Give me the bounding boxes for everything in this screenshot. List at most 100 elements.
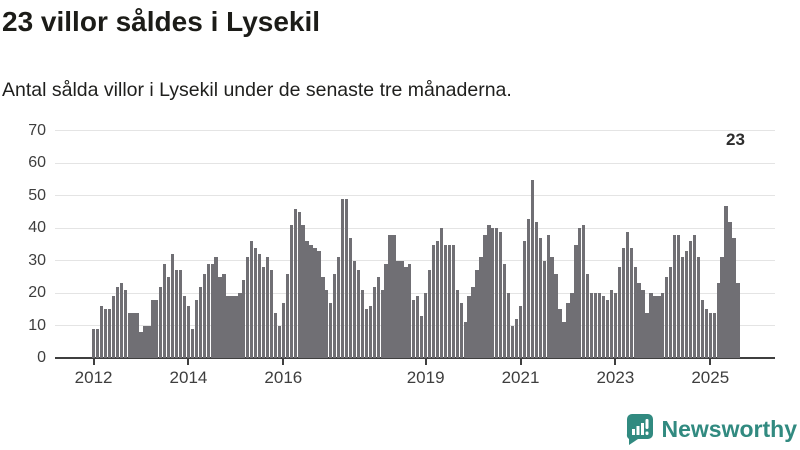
bar <box>586 273 590 358</box>
bar <box>657 296 661 358</box>
bar <box>424 293 428 358</box>
bar <box>337 257 341 358</box>
bar <box>194 299 199 358</box>
bar <box>246 257 250 358</box>
bar <box>570 293 574 358</box>
bar <box>333 273 337 358</box>
bar <box>673 234 677 358</box>
bar <box>700 299 704 358</box>
bar <box>348 238 353 358</box>
bar <box>155 299 159 358</box>
bar <box>704 309 708 358</box>
bar <box>277 325 282 358</box>
bar <box>680 257 685 358</box>
bar <box>562 322 566 358</box>
bar <box>111 296 115 358</box>
y-axis-label: 50 <box>28 186 46 204</box>
bar <box>115 286 119 358</box>
bar <box>297 212 301 358</box>
bar <box>293 208 297 358</box>
bar <box>566 302 570 358</box>
bar <box>692 234 697 358</box>
x-axis-label: 2021 <box>501 368 540 387</box>
bar <box>127 312 131 358</box>
y-axis-label: 30 <box>28 251 46 269</box>
bar <box>269 270 274 358</box>
y-axis-label: 40 <box>28 219 46 237</box>
bar <box>198 286 202 358</box>
y-axis-label: 60 <box>28 154 46 172</box>
bar <box>206 263 210 358</box>
bar <box>736 283 740 358</box>
bar <box>190 328 195 358</box>
bar <box>364 309 368 358</box>
bar <box>265 257 270 358</box>
bar <box>708 312 712 358</box>
bar <box>483 234 487 358</box>
bar <box>530 179 535 358</box>
gridline <box>55 195 775 197</box>
bar-chart: 0 10 20 30 40 50 60 70 2012 2014 2016 2019 2021 2023 2… <box>0 118 800 398</box>
bar <box>321 276 325 358</box>
bar <box>344 199 349 358</box>
chart-title: 23 villor såldes i Lysekil <box>2 6 321 37</box>
bar <box>669 267 673 358</box>
bar <box>242 280 246 358</box>
bar <box>250 241 254 358</box>
bar <box>356 270 361 358</box>
bar <box>609 289 614 358</box>
bar <box>167 276 171 358</box>
bar <box>582 225 586 358</box>
x-axis-tick <box>709 359 712 365</box>
bar <box>676 234 681 358</box>
bar <box>590 293 594 358</box>
newsworthy-logo[interactable]: Newsworthy <box>625 412 797 446</box>
bar <box>617 267 621 358</box>
bar <box>467 296 471 358</box>
bar <box>518 306 523 358</box>
x-axis-tick <box>92 359 95 365</box>
bar <box>514 319 519 358</box>
bar <box>613 293 618 358</box>
bar <box>447 244 452 358</box>
bar <box>107 309 112 358</box>
bar <box>625 231 629 358</box>
bar <box>281 302 285 358</box>
x-axis-label: 2014 <box>169 368 208 387</box>
bar <box>653 296 657 358</box>
bar <box>143 325 147 358</box>
bar <box>380 289 384 358</box>
bar <box>214 257 218 358</box>
bar <box>597 293 602 358</box>
highlight-value-label: 23 <box>726 130 745 149</box>
bar <box>503 263 507 358</box>
bar <box>285 273 289 358</box>
bar <box>645 312 649 358</box>
bar <box>131 312 135 358</box>
bar <box>329 302 333 358</box>
bar <box>230 296 234 358</box>
bar <box>574 244 578 358</box>
gridline <box>55 162 775 164</box>
bar <box>427 270 432 358</box>
x-axis-label: 2012 <box>74 368 113 387</box>
bar <box>352 260 357 358</box>
bar <box>534 221 538 358</box>
bar <box>526 218 531 358</box>
bar <box>459 302 463 358</box>
x-axis-tick <box>187 359 190 365</box>
bar <box>732 238 736 358</box>
bar <box>716 283 720 358</box>
bar <box>605 299 610 358</box>
bar <box>720 257 724 358</box>
x-axis-tick <box>282 359 285 365</box>
bar <box>475 270 479 358</box>
bar <box>661 293 665 358</box>
gridline <box>55 130 775 132</box>
bar <box>186 306 191 358</box>
x-axis-line <box>55 357 775 359</box>
bar <box>317 250 321 358</box>
x-axis-label: 2019 <box>406 368 445 387</box>
bar <box>254 247 258 358</box>
bar <box>487 225 491 358</box>
